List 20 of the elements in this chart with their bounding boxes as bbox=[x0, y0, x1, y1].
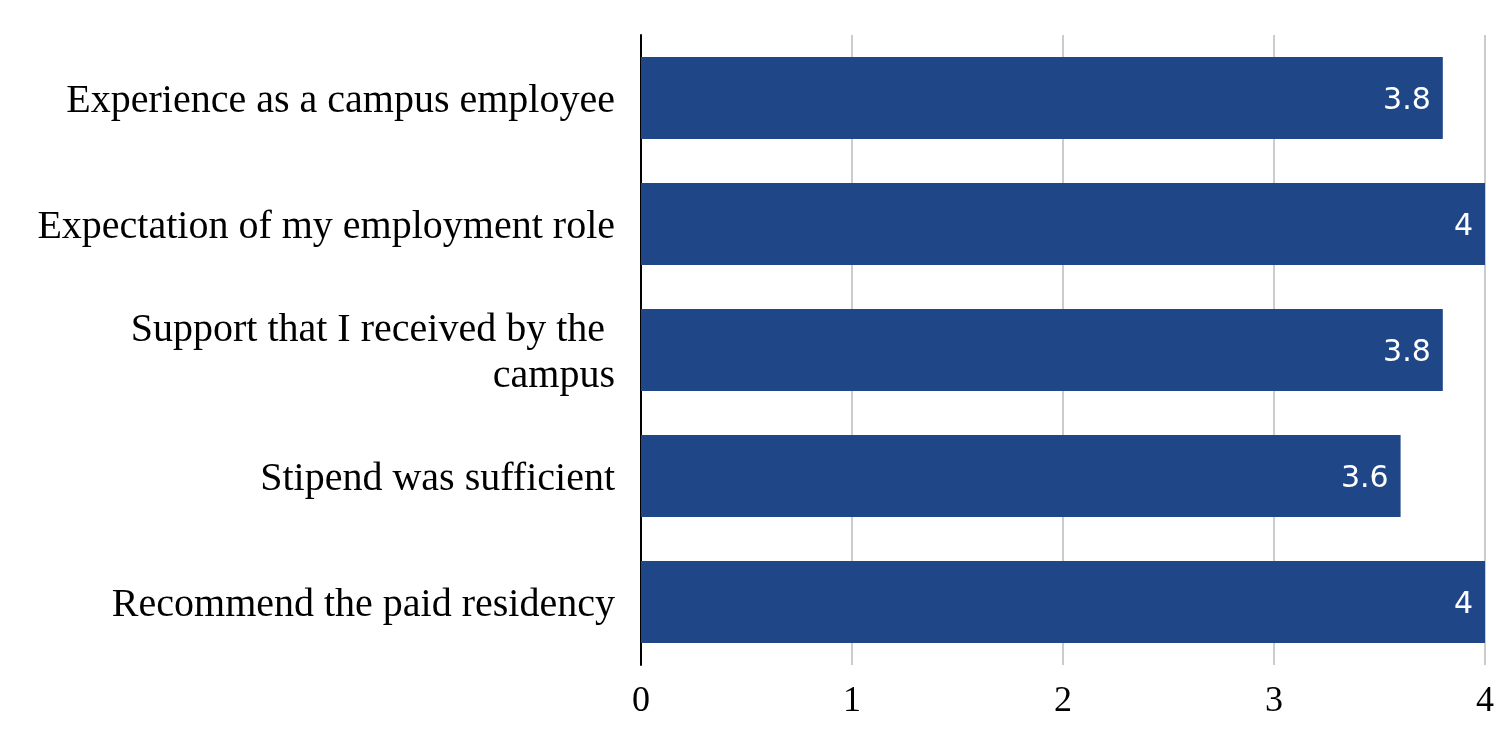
x-tick-label: 0 bbox=[632, 679, 650, 719]
data-label: 3.8 bbox=[1383, 80, 1431, 116]
x-tick-label: 3 bbox=[1265, 679, 1283, 719]
x-tick-label: 1 bbox=[843, 679, 861, 719]
y-tick-label: Recommend the paid residency bbox=[111, 579, 615, 625]
data-label: 4 bbox=[1453, 206, 1473, 242]
bar bbox=[641, 435, 1401, 517]
x-tick-label: 2 bbox=[1054, 679, 1072, 719]
x-tick-label: 4 bbox=[1476, 679, 1494, 719]
bar bbox=[641, 183, 1485, 265]
y-tick-label: Expectation of my employment role bbox=[37, 201, 615, 247]
bar bbox=[641, 57, 1443, 139]
data-label: 3.6 bbox=[1340, 458, 1389, 494]
data-label: 4 bbox=[1453, 584, 1473, 620]
data-label: 3.8 bbox=[1383, 332, 1431, 368]
y-tick-label: Experience as a campus employee bbox=[66, 75, 615, 121]
y-tick-label: Support that I received by the campus bbox=[130, 304, 615, 396]
bar bbox=[641, 561, 1485, 643]
bar bbox=[641, 309, 1443, 391]
y-tick-label: Stipend was sufficient bbox=[260, 453, 615, 499]
